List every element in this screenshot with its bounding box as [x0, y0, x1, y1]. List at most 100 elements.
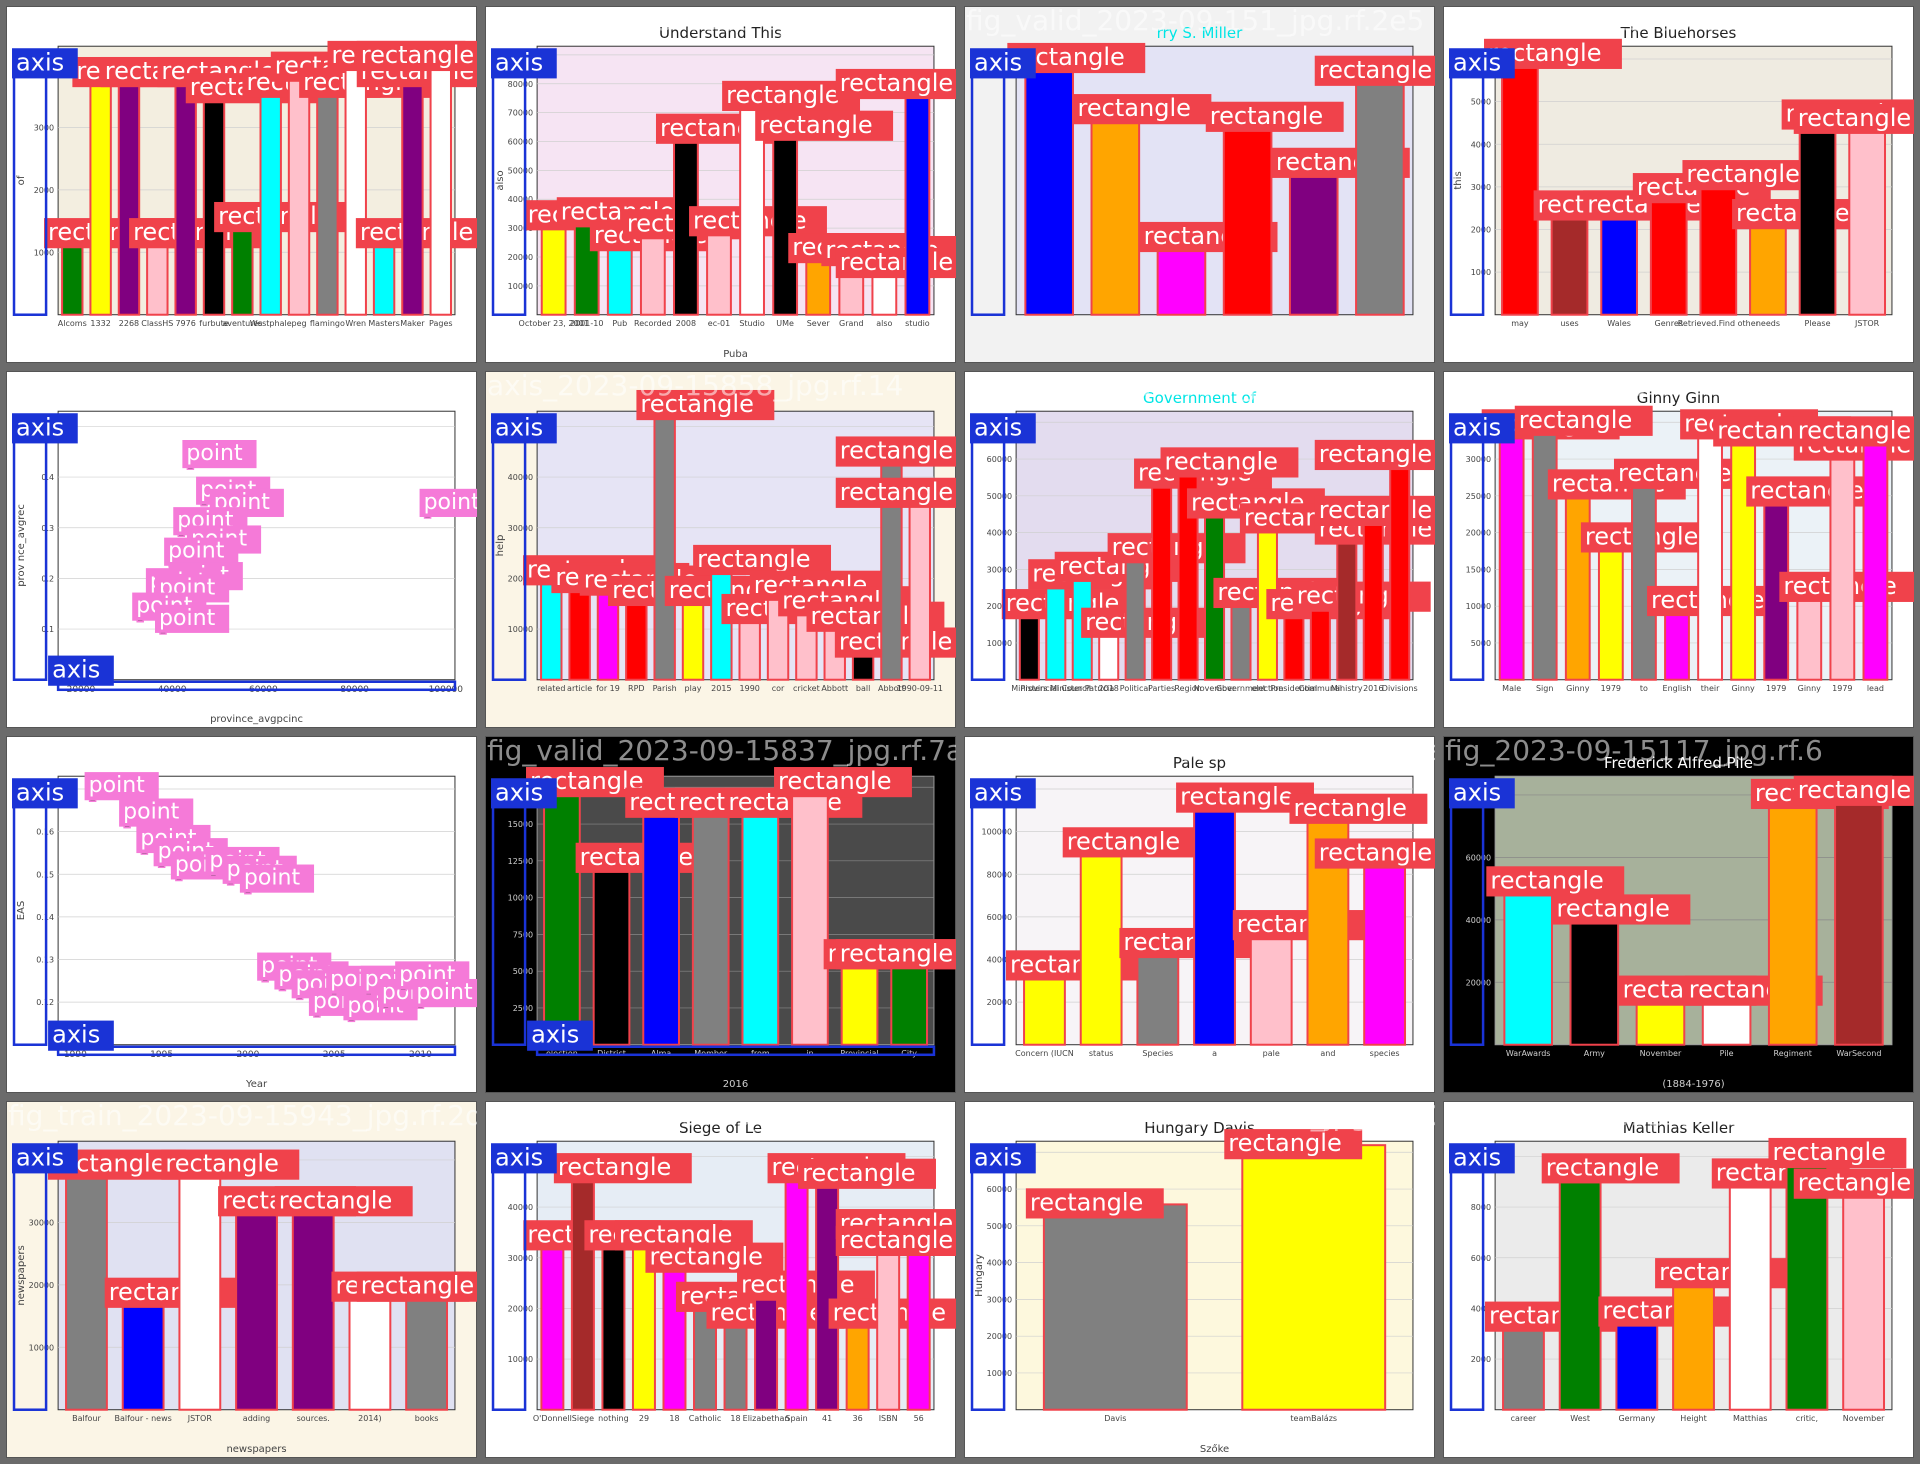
bar [653, 405, 676, 681]
x-axis-label: Year [245, 1079, 268, 1090]
chart-tile: 1000020000300004000050000helprelatedrect… [485, 371, 956, 728]
svg-text:rectangle: rectangle [840, 248, 953, 276]
chart-svg: 250050007500100001250015000175002016elec… [491, 767, 956, 1090]
x-tick-label: Ginny [1566, 684, 1590, 693]
x-tick-label: Communal [1299, 684, 1342, 693]
y-tick-label: 6000 [1471, 1254, 1491, 1263]
svg-text:axis: axis [1453, 1143, 1501, 1171]
y-tick-label: 60000 [987, 455, 1012, 464]
x-tick-label: Pile [1720, 1049, 1734, 1058]
svg-text:rectangle: rectangle [1319, 839, 1432, 867]
x-tick-label: Provincial [840, 1049, 878, 1058]
bar-annotation-label: rectangle [835, 436, 956, 467]
x-tick-label: Ginny [1731, 684, 1755, 693]
x-tick-label: books [415, 1414, 439, 1423]
y-tick-label: 20000 [508, 253, 533, 262]
svg-text:rectangle: rectangle [279, 1186, 392, 1214]
bar [540, 1235, 565, 1411]
y-axis-label: of [16, 175, 27, 185]
x-axis-annotation-label: axis [48, 655, 114, 686]
svg-text:rectangle: rectangle [778, 767, 891, 795]
x-tick-label: Army [1584, 1049, 1605, 1058]
bar-annotation-label: rectangle [755, 110, 894, 141]
svg-text:rectangle: rectangle [840, 437, 953, 465]
x-tick-label: 1979 [1601, 684, 1621, 693]
y-tick-label: 5000 [1471, 98, 1491, 107]
bar [291, 1201, 335, 1411]
x-tick-label: Recorded [634, 319, 672, 328]
x-tick-label: 1979 [1766, 684, 1786, 693]
x-tick-label: District [597, 1049, 626, 1058]
x-tick-label: JSTOR [1854, 319, 1880, 328]
y-tick-label: 0.4 [41, 473, 54, 482]
chart-svg: Matthias Keller200040006000800010000care… [1449, 1119, 1914, 1423]
bar [845, 1313, 870, 1411]
bar-annotation-label: rectangle [104, 1277, 243, 1308]
y-tick-label: 20000 [987, 602, 1012, 611]
bar-annotation-label: rectangle [1314, 838, 1435, 869]
x-tick-label: Concern (IUCN [1015, 1049, 1074, 1058]
point-annotation-label: point [412, 978, 477, 1008]
x-tick-label: for 19 [596, 684, 620, 693]
bar [1336, 529, 1358, 681]
svg-text:rectangle: rectangle [558, 1153, 671, 1181]
x-tick-label: 1990 [740, 684, 760, 693]
svg-text:rectangle: rectangle [1772, 1138, 1885, 1166]
bar [1862, 431, 1889, 681]
bar-annotation-label: rectangle [798, 1158, 936, 1189]
svg-text:axis: axis [16, 48, 64, 76]
bar-annotation-label: rectangle [1793, 416, 1914, 447]
bar-annotation-label: rectangle [835, 1225, 956, 1256]
x-tick-label: furbute [199, 319, 228, 328]
x-tick-label: career [1511, 1414, 1537, 1423]
y-tick-label: 0.1 [41, 625, 54, 634]
y-axis-label: prov nce_avgrec [16, 504, 27, 587]
bar [1124, 548, 1146, 681]
svg-text:point: point [424, 490, 477, 515]
bar [642, 802, 680, 1046]
bar [1672, 1273, 1715, 1411]
svg-text:rectangle: rectangle [1030, 1188, 1143, 1216]
bar [601, 1235, 626, 1411]
bar-annotation-label: rectangle [1682, 160, 1821, 191]
bar [1550, 205, 1589, 316]
chart-svg: Government of 10000 20000 30000 40000 50000 60… [970, 389, 1435, 693]
chart-svg: rry S. Miller rectangle rectangle rectangle… [970, 24, 1435, 316]
bar [1697, 424, 1723, 681]
bar [405, 1286, 449, 1411]
svg-text:rectangle: rectangle [1798, 1169, 1911, 1197]
y-tick-label: 10000 [508, 282, 533, 291]
svg-text:point: point [159, 606, 216, 631]
x-tick-label: Member [694, 1049, 728, 1058]
bar [348, 1286, 392, 1411]
chart-tile: 10000200003000040000newspapersnewspapers… [6, 1101, 477, 1458]
y-tick-label: 10000 [508, 625, 533, 634]
bar [1136, 943, 1180, 1046]
y-tick-label: 60000 [508, 138, 533, 147]
x-tick-label: Political [1120, 684, 1151, 693]
x-axis-box [535, 1045, 936, 1057]
x-tick-label: their [1701, 684, 1720, 693]
x-tick-label: Germany [1618, 1414, 1655, 1423]
svg-text:rectangle: rectangle [1686, 160, 1799, 188]
y-axis-annotation-label: axis [970, 48, 1036, 79]
point-annotation-label: point [182, 440, 257, 469]
svg-text:point: point [89, 773, 146, 798]
bar-annotation-label: rectangle [636, 389, 775, 421]
svg-text:axis: axis [531, 1021, 579, 1049]
chart-tile: Ginny Ginn500010000150002000025000300003… [1443, 371, 1914, 728]
x-tick-label: West [1570, 1414, 1590, 1423]
bar [1798, 114, 1837, 316]
y-tick-label: 20000 [987, 1332, 1012, 1341]
bar [117, 72, 141, 316]
chart-svg: Pale sp20000400006000080000100000120000C… [970, 754, 1435, 1058]
x-tick-label: Abbott [821, 684, 848, 693]
svg-text:axis: axis [495, 48, 543, 76]
x-tick-label: Presidential [1271, 684, 1318, 693]
x-tick-label: Regiment [1774, 1049, 1812, 1058]
bar [1649, 188, 1688, 316]
bar-annotation-label: rectangle [1655, 1258, 1793, 1289]
chart-title: rry S. Miller [1157, 24, 1244, 42]
bar-annotation-label: rectangle [1552, 894, 1691, 925]
svg-text:rectangle: rectangle [361, 41, 474, 69]
